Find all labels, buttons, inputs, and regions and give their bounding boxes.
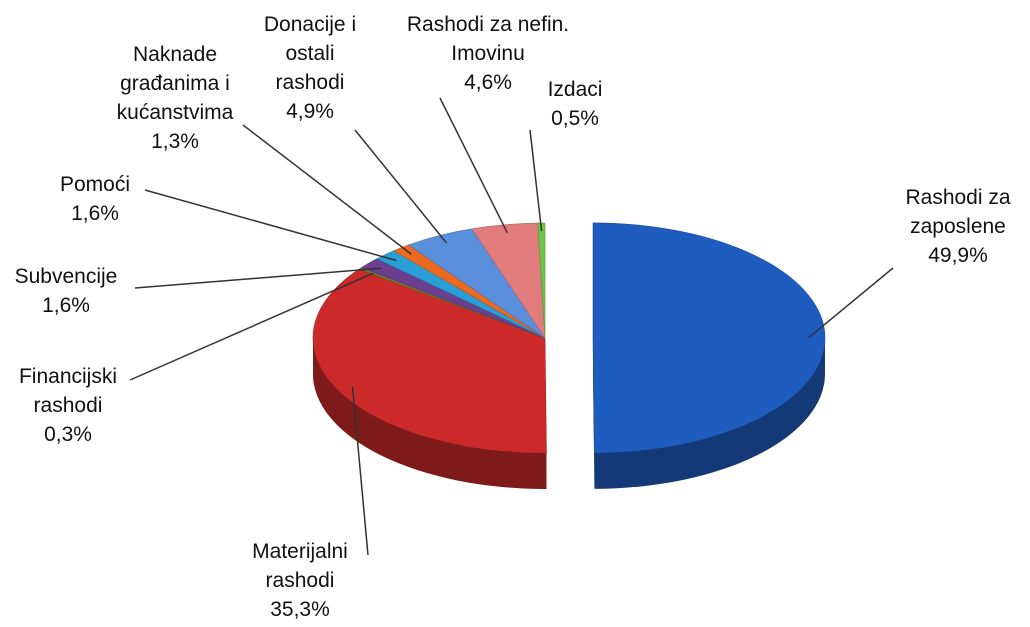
category-name: Izdaci	[547, 78, 603, 101]
category-name: Rashodi za zaposlene	[905, 186, 1011, 238]
category-name: Materijalni rashodi	[252, 540, 348, 592]
leader-line	[129, 272, 374, 381]
category-name: Rashodi za nefin. Imovinu	[406, 13, 570, 65]
value-label: 35,3%	[270, 598, 330, 621]
category-name: Pomoći	[59, 173, 131, 196]
slice-label: Materijalni rashodi 35,3%	[230, 537, 370, 624]
leader-line	[808, 267, 894, 339]
category-name: Donacije i ostali rashodi	[263, 13, 357, 94]
value-label: 0,5%	[551, 107, 599, 130]
category-name: Naknade građanima i kućanstvima	[116, 43, 234, 124]
slice-label: Rashodi za zaposlene 49,9%	[883, 183, 1030, 270]
leader-line	[144, 189, 397, 262]
slice	[592, 222, 826, 454]
value-label: 49,9%	[928, 244, 988, 267]
top-faces	[312, 222, 826, 454]
leader-line	[439, 97, 508, 234]
value-label: 4,6%	[464, 71, 512, 94]
category-name: Subvencije	[14, 265, 118, 288]
slice-side	[313, 338, 547, 489]
slice-label: Rashodi za nefin. Imovinu 4,6%	[383, 10, 593, 97]
slice-label: Izdaci 0,5%	[535, 75, 615, 133]
slice-label: Subvencije 1,6%	[6, 262, 126, 320]
slice	[312, 268, 547, 454]
leader-line	[354, 129, 448, 244]
leader-line	[529, 129, 543, 232]
value-label: 1,6%	[42, 294, 90, 317]
value-label: 0,3%	[44, 423, 92, 446]
slice-label: Naknade građanima i kućanstvima 1,3%	[95, 40, 255, 156]
category-name: Financijski rashodi	[18, 365, 118, 417]
value-label: 4,9%	[286, 100, 334, 123]
slice-label: Financijski rashodi 0,3%	[3, 362, 133, 449]
value-label: 1,6%	[71, 202, 119, 225]
value-label: 1,3%	[151, 130, 199, 153]
slice-label: Pomoći 1,6%	[45, 170, 145, 228]
side-faces	[313, 337, 825, 489]
slice-side	[594, 337, 825, 489]
leader-line	[134, 267, 382, 289]
leader-line	[242, 124, 412, 255]
slice-label: Donacije i ostali rashodi 4,9%	[250, 10, 370, 126]
leader-line	[351, 386, 369, 556]
